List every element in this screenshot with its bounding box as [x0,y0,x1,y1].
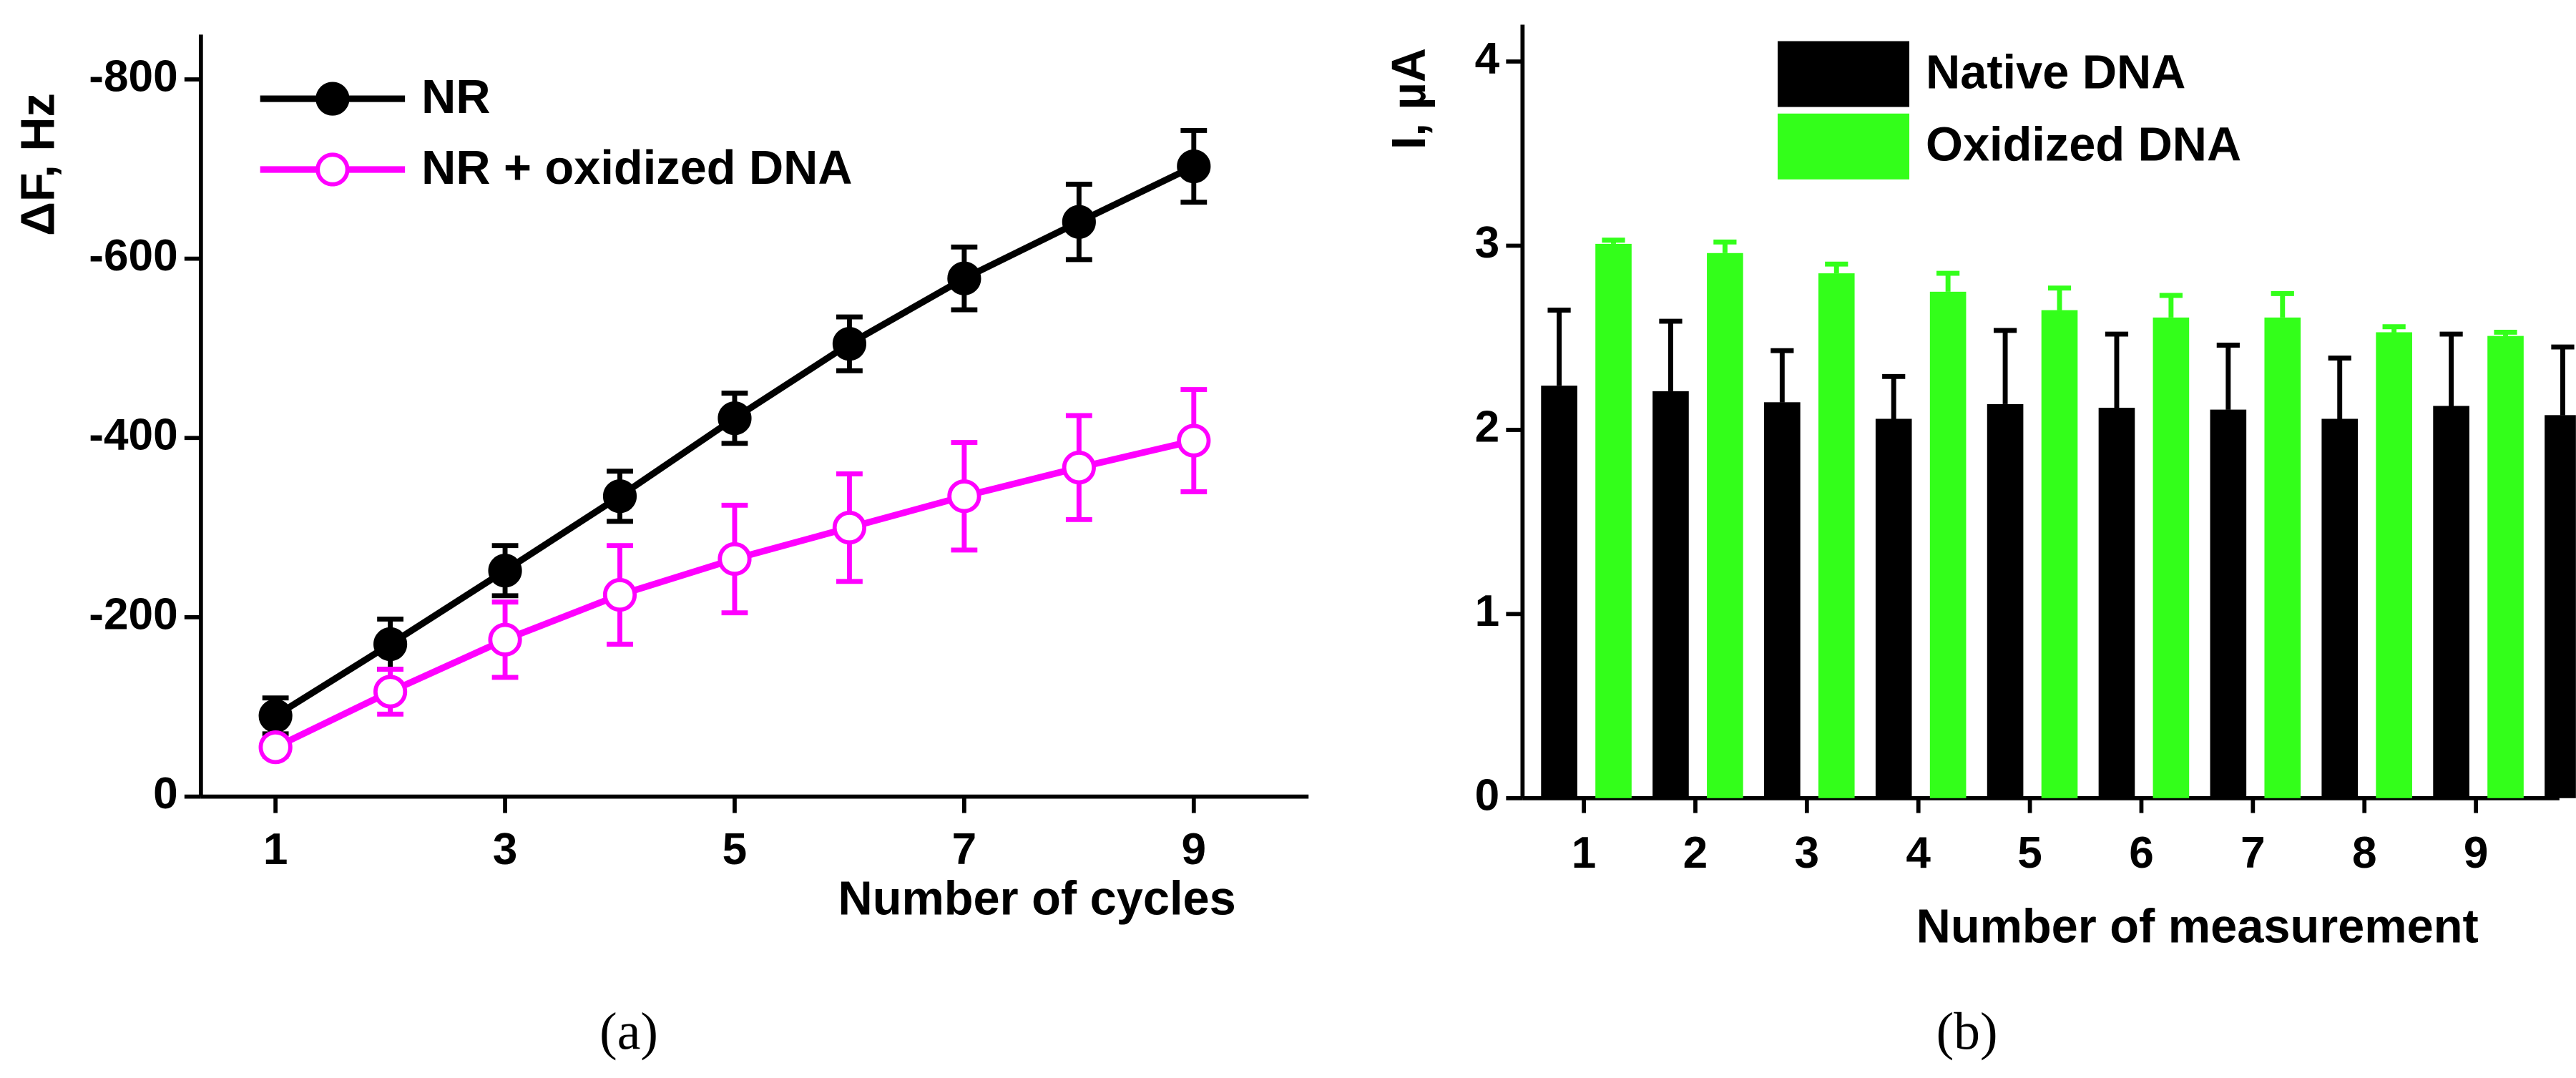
bar [2098,408,2135,798]
bar [2210,409,2247,798]
x-tick-label: 5 [2017,828,2042,878]
point [947,261,981,295]
point [1177,423,1211,458]
bar [2545,415,2576,798]
x-tick-label: 4 [1906,828,1931,878]
point [1062,205,1096,239]
point [258,699,293,733]
point [718,401,752,436]
error-bar [2216,343,2240,410]
y-tick-label: 3 [1475,218,1500,268]
bar [1541,386,1577,798]
x-tick-label: 8 [2352,828,2377,878]
error-bar [1713,239,1737,253]
bar [1652,391,1689,798]
y-tick-label: 0 [153,769,178,818]
bar [2376,332,2412,798]
error-bar [1825,261,1848,274]
x-tick-label: 1 [263,825,288,874]
y-tick-label: 4 [1475,34,1500,83]
y-tick-label: -600 [89,231,177,280]
plot-area [1541,237,2576,798]
point [488,622,522,657]
bar [1987,403,2024,798]
error-bar [1882,373,1906,419]
x-tick-label: 6 [2129,828,2154,878]
x-tick-label: 9 [1182,825,1207,874]
error-bar [2382,324,2406,333]
x-tick-label: 3 [493,825,518,874]
y-tick-label: 0 [1475,770,1500,820]
bar [2153,317,2190,798]
legend-label: NR + oxidized DNA [421,142,852,195]
legend-swatch [1777,113,1910,180]
error-bar [2551,344,2575,416]
x-tick-label: 1 [1572,828,1597,878]
point [258,730,293,765]
y-tick-label: 1 [1475,587,1500,636]
x-tick-label: 7 [952,825,977,874]
point [1062,451,1096,485]
y-tick-label: -400 [89,411,177,460]
point [718,542,752,577]
y-tick-label: -800 [89,52,177,101]
bar [1707,253,1743,798]
x-tick-label: 9 [2464,828,2489,878]
error-bar [2439,331,2463,406]
x-tick-label: 2 [1683,828,1708,878]
legend-marker [315,152,350,187]
caption: (a) [599,1001,658,1060]
x-tick-label: 7 [2240,828,2266,878]
point [1177,149,1211,184]
y-tick-label: 2 [1475,402,1500,451]
error-bar [2494,330,2517,336]
point [832,327,867,361]
point [488,554,522,588]
bar [1875,418,1912,798]
bar [2487,335,2524,798]
x-axis-label: Number of cycles [838,872,1236,925]
error-bar [2105,331,2129,408]
point [947,479,981,514]
x-axis-label: Number of measurement [1916,901,2479,954]
error-bar [1771,348,1794,403]
bar [1764,402,1801,798]
x-tick-label: 3 [1795,828,1820,878]
legend-swatch [1777,41,1910,107]
bar [1929,291,1967,798]
legend-label: Oxidized DNA [1926,119,2241,172]
error-bar [1547,308,1571,386]
point [602,479,637,514]
error-bar [1936,270,1960,292]
bar [1818,273,1855,798]
error-bar [1993,328,2017,404]
y-axis-label: ΔF, Hz [11,93,64,236]
point [602,578,637,612]
bar [1595,243,1632,798]
error-bar [1659,318,1683,391]
legend-marker [315,82,350,116]
error-bar [1602,237,1625,244]
point [832,511,867,545]
x-tick-label: 5 [723,825,748,874]
y-axis-label: I, µA [1383,48,1436,150]
error-bar [2047,285,2072,310]
error-bar [2159,293,2183,318]
point [373,675,408,709]
error-bar [2271,290,2294,318]
bar [2321,418,2359,798]
legend-label: NR [421,71,490,124]
y-tick-label: -200 [89,589,177,639]
bar [2041,310,2078,798]
error-bar [2328,356,2351,419]
caption: (b) [1936,1001,1998,1060]
legend-label: Native DNA [1926,46,2185,99]
bar [2433,406,2469,798]
bar [2264,317,2301,798]
point [373,627,408,662]
